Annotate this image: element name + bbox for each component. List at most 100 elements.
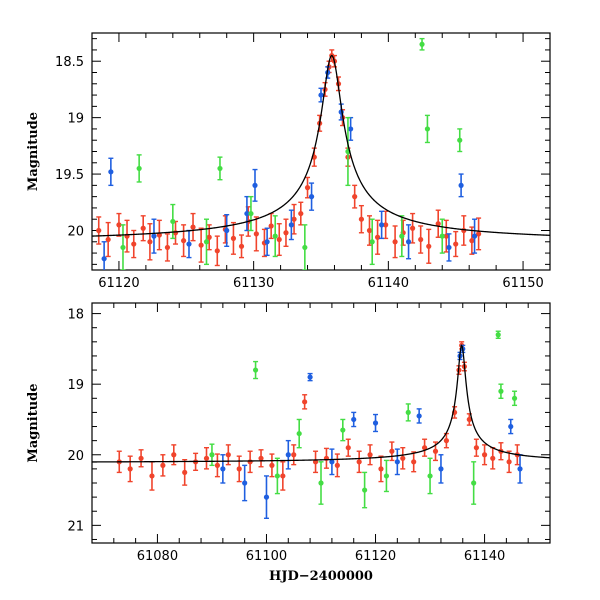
data-point-green xyxy=(252,367,259,373)
data-point-green xyxy=(383,473,390,479)
data-point-red xyxy=(476,231,482,237)
data-point-red xyxy=(426,243,432,249)
data-point-red xyxy=(138,455,144,461)
data-point-blue xyxy=(517,466,523,472)
data-point-green xyxy=(217,165,223,172)
data-point-red xyxy=(140,225,146,231)
data-point-red xyxy=(435,221,441,227)
data-point-red xyxy=(147,239,153,245)
data-point-red xyxy=(383,222,389,228)
data-point-red xyxy=(411,459,417,465)
data-point-green xyxy=(399,233,405,239)
data-point-red xyxy=(466,416,472,423)
data-point-red xyxy=(298,210,304,217)
data-point-green xyxy=(439,233,445,239)
data-point-red xyxy=(421,445,428,451)
data-point-blue xyxy=(108,169,114,175)
data-point-red xyxy=(182,469,188,476)
data-point-blue xyxy=(264,239,270,245)
data-point-green xyxy=(136,165,142,172)
data-point-red xyxy=(160,462,166,468)
data-point-blue xyxy=(224,227,230,234)
x-tick-label: 61150 xyxy=(502,276,543,291)
data-point-red xyxy=(164,244,171,251)
y-tick-label: 18 xyxy=(67,308,84,323)
data-point-red xyxy=(116,222,122,228)
data-point-red xyxy=(230,235,237,241)
data-point-green xyxy=(362,487,368,493)
series-green xyxy=(120,37,463,270)
data-point-blue xyxy=(458,182,464,188)
data-point-blue xyxy=(471,233,478,239)
data-point-red xyxy=(389,448,395,454)
data-point-green xyxy=(457,137,463,143)
data-point-blue xyxy=(372,420,379,426)
y-tick-label: 20 xyxy=(67,449,84,464)
data-point-red xyxy=(432,448,439,454)
data-point-blue xyxy=(285,452,291,458)
data-point-blue xyxy=(263,494,270,500)
data-point-red xyxy=(345,445,351,451)
data-point-blue xyxy=(252,182,258,188)
data-point-green xyxy=(170,218,176,225)
model-curve xyxy=(92,54,550,237)
data-point-green xyxy=(274,473,280,479)
bottom-panel: 61080 61100 61120 61140 18 19 20 21 Magnitude HJD… xyxy=(26,302,551,584)
data-point-blue xyxy=(405,239,412,245)
x-tick-label: 61130 xyxy=(233,276,274,291)
data-point-red xyxy=(171,452,177,458)
x-axis-title: HJD−2400000 xyxy=(269,569,373,584)
data-point-red xyxy=(392,239,398,245)
data-point-green xyxy=(427,473,433,479)
data-point-red xyxy=(378,466,384,472)
y-tick-label: 18.5 xyxy=(55,55,84,70)
data-point-red xyxy=(203,455,210,461)
data-point-red xyxy=(131,241,137,247)
x-tick-label: 61140 xyxy=(368,276,409,291)
x-tick-label: 61120 xyxy=(98,276,139,291)
series-blue xyxy=(220,344,523,519)
data-point-red xyxy=(356,459,362,465)
data-point-red xyxy=(269,462,275,468)
plot-area xyxy=(92,37,550,270)
data-point-red xyxy=(453,241,459,247)
data-point-red xyxy=(172,230,179,236)
data-point-blue xyxy=(351,416,357,423)
data-point-blue xyxy=(446,244,452,251)
y-tick-label: 19 xyxy=(67,112,84,127)
data-point-blue xyxy=(307,374,313,380)
data-point-red xyxy=(352,194,358,200)
y-axis-title: Magnitude xyxy=(26,383,41,462)
data-point-blue xyxy=(394,459,400,465)
x-tick-label: 61140 xyxy=(464,549,505,564)
data-point-green xyxy=(405,409,411,416)
data-point-red xyxy=(367,452,373,458)
data-point-red xyxy=(506,459,512,465)
data-point-red xyxy=(214,248,220,254)
data-point-green xyxy=(511,395,518,401)
data-point-red xyxy=(127,466,133,472)
data-point-green xyxy=(272,233,278,239)
data-point-red xyxy=(334,462,340,468)
data-point-red xyxy=(276,236,282,243)
data-point-red xyxy=(198,242,204,248)
data-point-red xyxy=(469,238,475,244)
data-point-green xyxy=(120,244,126,251)
data-point-blue xyxy=(379,222,385,228)
plot-area xyxy=(92,330,550,519)
data-point-blue xyxy=(244,210,250,217)
data-point-red xyxy=(443,438,450,444)
y-tick-label: 19 xyxy=(67,378,84,393)
series-red xyxy=(96,49,482,267)
data-point-blue xyxy=(318,92,324,98)
top-panel: 61120 61130 61140 61150 18.5 19 19.5 20 Magnitud… xyxy=(26,32,551,291)
data-point-red xyxy=(418,236,424,243)
plot-frame xyxy=(91,302,551,544)
data-point-red xyxy=(247,459,253,465)
data-point-green xyxy=(495,332,501,338)
y-axis-title: Magnitude xyxy=(26,112,41,191)
data-point-red xyxy=(238,243,245,249)
data-point-red xyxy=(304,185,311,191)
data-point-red xyxy=(291,216,297,222)
